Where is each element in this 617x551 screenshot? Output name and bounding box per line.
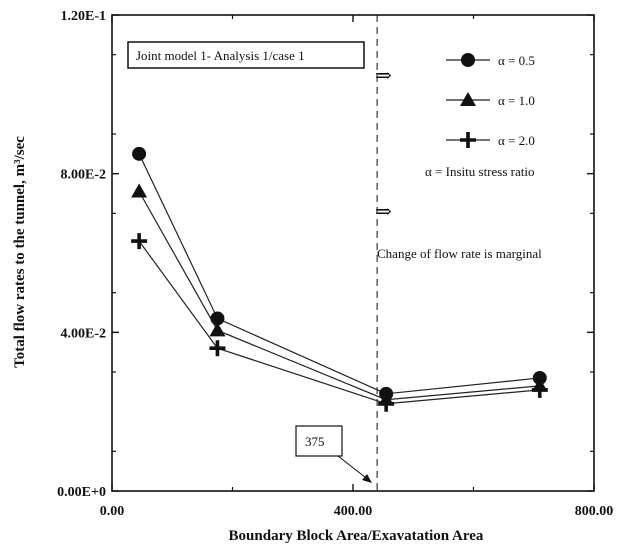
axis-ticks: 0.00E+0 4.00E-2 8.00E-2 1.20E-1 0.00 400.00 80… bbox=[57, 9, 613, 519]
marginal-note: Change of flow rate is marginal bbox=[377, 246, 542, 261]
data-point-s3 bbox=[531, 381, 548, 398]
data-point-s2 bbox=[131, 183, 148, 198]
x-tick-label: 400.00 bbox=[334, 504, 373, 519]
series-line-1 bbox=[138, 153, 540, 395]
axis-labels: Boundary Block Area/Exavatation Area Tot… bbox=[12, 136, 484, 544]
threshold-label: 375 bbox=[305, 434, 325, 449]
title-box-text: Joint model 1- Analysis 1/case 1 bbox=[136, 48, 305, 63]
data-point-s3 bbox=[378, 395, 395, 412]
y-tick-label: 0.00E+0 bbox=[57, 485, 106, 500]
arrow-icon-2: ⇒ bbox=[375, 201, 392, 223]
legend-marker-1 bbox=[461, 53, 475, 67]
legend-label-3: α = 2.0 bbox=[498, 133, 535, 148]
y-axis-label: Total flow rates to the tunnel, m³/sec bbox=[12, 136, 28, 368]
legend: α = 0.5 α = 1.0 α = 2.0 bbox=[446, 53, 535, 148]
y-tick-label: 8.00E-2 bbox=[61, 168, 107, 183]
x-tick-label: 0.00 bbox=[100, 504, 125, 519]
y-tick-label: 1.20E-1 bbox=[61, 9, 107, 24]
data-point-s3 bbox=[209, 340, 226, 357]
annotations: Joint model 1- Analysis 1/case 1 α = Ins… bbox=[127, 41, 542, 483]
y-tick-label: 4.00E-2 bbox=[61, 326, 107, 341]
legend-label-2: α = 1.0 bbox=[498, 93, 535, 108]
threshold-label-box bbox=[295, 425, 343, 457]
data-point-s3 bbox=[131, 233, 148, 250]
data-point-s1 bbox=[210, 311, 225, 326]
x-axis-label: Boundary Block Area/Exavatation Area bbox=[229, 528, 484, 544]
x-tick-label: 800.00 bbox=[575, 504, 614, 519]
legend-marker-3 bbox=[460, 132, 476, 148]
series-group bbox=[131, 146, 548, 412]
legend-note: α = Insitu stress ratio bbox=[425, 164, 534, 179]
legend-marker-2 bbox=[460, 92, 476, 106]
data-point-s1 bbox=[132, 146, 147, 161]
arrow-icon-1: ⇒ bbox=[375, 65, 392, 87]
threshold-pointer-head bbox=[362, 474, 372, 483]
series-line-3 bbox=[138, 240, 540, 405]
series-line-2 bbox=[138, 191, 540, 401]
data-point-s2 bbox=[209, 322, 226, 337]
title-box bbox=[127, 41, 365, 69]
legend-label-1: α = 0.5 bbox=[498, 53, 535, 68]
